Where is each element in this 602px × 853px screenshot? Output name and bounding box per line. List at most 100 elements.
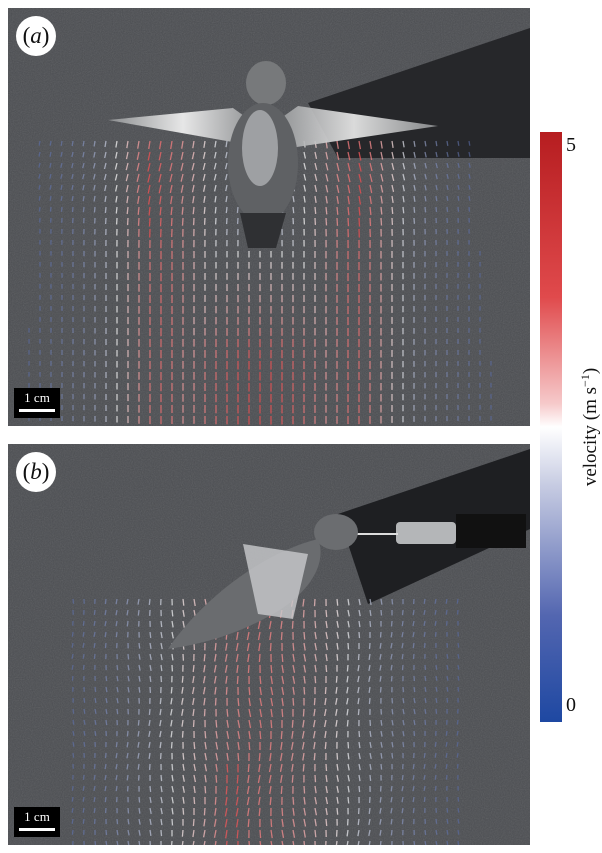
flow-vector — [446, 162, 449, 169]
flow-vector — [180, 184, 184, 193]
flow-vector — [82, 162, 85, 169]
flow-vector — [314, 151, 318, 160]
flow-vector — [160, 631, 163, 639]
flow-vector — [369, 752, 372, 760]
panel-b-scale-line — [19, 828, 55, 831]
flow-vector — [379, 653, 382, 660]
flow-vector — [114, 173, 118, 181]
flow-vector — [335, 686, 338, 694]
flow-vector — [280, 620, 283, 629]
flow-vector — [127, 653, 130, 660]
flow-vector — [116, 818, 119, 825]
flow-vector — [379, 796, 382, 803]
flow-vector — [292, 807, 295, 816]
flow-vector — [137, 217, 140, 226]
flow-vector — [269, 642, 272, 652]
flow-vector — [171, 631, 174, 639]
flow-vector — [446, 807, 449, 813]
flow-vector — [358, 162, 362, 172]
flow-vector — [413, 206, 416, 213]
flow-vector — [259, 840, 262, 845]
flow-vector — [215, 763, 218, 772]
flow-vector — [457, 173, 460, 179]
flow-vector — [159, 217, 162, 227]
flow-vector — [435, 206, 438, 213]
flow-vector — [93, 206, 96, 213]
flow-vector — [380, 140, 383, 149]
flow-vector — [192, 719, 195, 728]
flow-vector — [290, 741, 294, 750]
flow-vector — [435, 675, 438, 681]
flow-vector — [72, 708, 75, 714]
flow-vector — [468, 162, 471, 168]
flow-vector — [137, 719, 140, 726]
flow-vector — [235, 796, 239, 806]
flow-vector — [94, 719, 97, 726]
flow-vector — [270, 708, 273, 718]
flow-vector — [292, 206, 295, 214]
flow-vector — [82, 642, 85, 648]
flow-vector — [335, 840, 338, 845]
flow-vector — [126, 752, 129, 759]
flow-vector — [302, 708, 305, 717]
flow-vector — [182, 774, 185, 782]
flow-vector — [380, 609, 383, 616]
flow-vector — [93, 785, 96, 792]
flow-vector — [423, 774, 426, 781]
flow-vector — [314, 653, 318, 662]
flow-vector — [313, 741, 316, 750]
panel-a-scale-bar: 1 cm — [14, 388, 60, 418]
flow-vector — [401, 796, 404, 803]
flow-vector — [126, 774, 129, 781]
flow-vector — [103, 162, 107, 170]
flow-vector — [248, 840, 250, 845]
flow-vector — [457, 664, 460, 670]
flow-vector — [445, 609, 448, 615]
flow-vector — [379, 631, 382, 638]
flow-vector — [193, 763, 197, 772]
flow-vector — [160, 620, 163, 628]
flow-vector — [468, 140, 471, 146]
flow-vector — [105, 675, 108, 682]
flow-vector — [402, 708, 405, 715]
flow-vector — [203, 708, 206, 717]
flow-vector — [402, 140, 405, 148]
flow-vector — [237, 697, 240, 706]
flow-vector — [402, 697, 405, 704]
flow-vector — [38, 140, 41, 146]
flow-vector — [105, 686, 108, 693]
flow-vector — [214, 195, 217, 203]
flow-vector — [213, 162, 217, 170]
flow-vector — [149, 664, 152, 672]
flow-vector — [325, 609, 328, 618]
flow-vector — [83, 719, 86, 725]
flow-vector — [147, 184, 151, 194]
flow-vector — [336, 620, 339, 628]
flow-vector — [259, 719, 262, 729]
flow-vector — [325, 785, 328, 794]
flow-vector — [236, 774, 239, 784]
flow-vector — [148, 217, 151, 227]
flow-vector — [456, 763, 459, 769]
flow-vector — [83, 708, 86, 714]
flow-vector — [292, 664, 296, 673]
flow-vector — [281, 686, 285, 696]
flow-vector — [170, 686, 173, 694]
flow-vector — [237, 752, 240, 761]
hummingbird-b-wing — [243, 544, 308, 619]
flow-vector — [357, 840, 360, 845]
flow-vector — [49, 173, 52, 179]
flow-vector — [138, 642, 141, 649]
flow-vector — [270, 829, 273, 839]
flow-vector — [401, 664, 404, 671]
flow-vector — [71, 818, 74, 824]
flow-vector — [160, 653, 163, 661]
flow-vector — [346, 664, 349, 672]
flow-vector — [281, 807, 284, 816]
flow-vector — [82, 151, 85, 158]
flow-vector — [391, 752, 394, 759]
flow-vector — [114, 151, 118, 159]
flow-vector — [192, 708, 195, 717]
flow-vector — [379, 807, 382, 814]
flow-vector — [226, 741, 230, 750]
